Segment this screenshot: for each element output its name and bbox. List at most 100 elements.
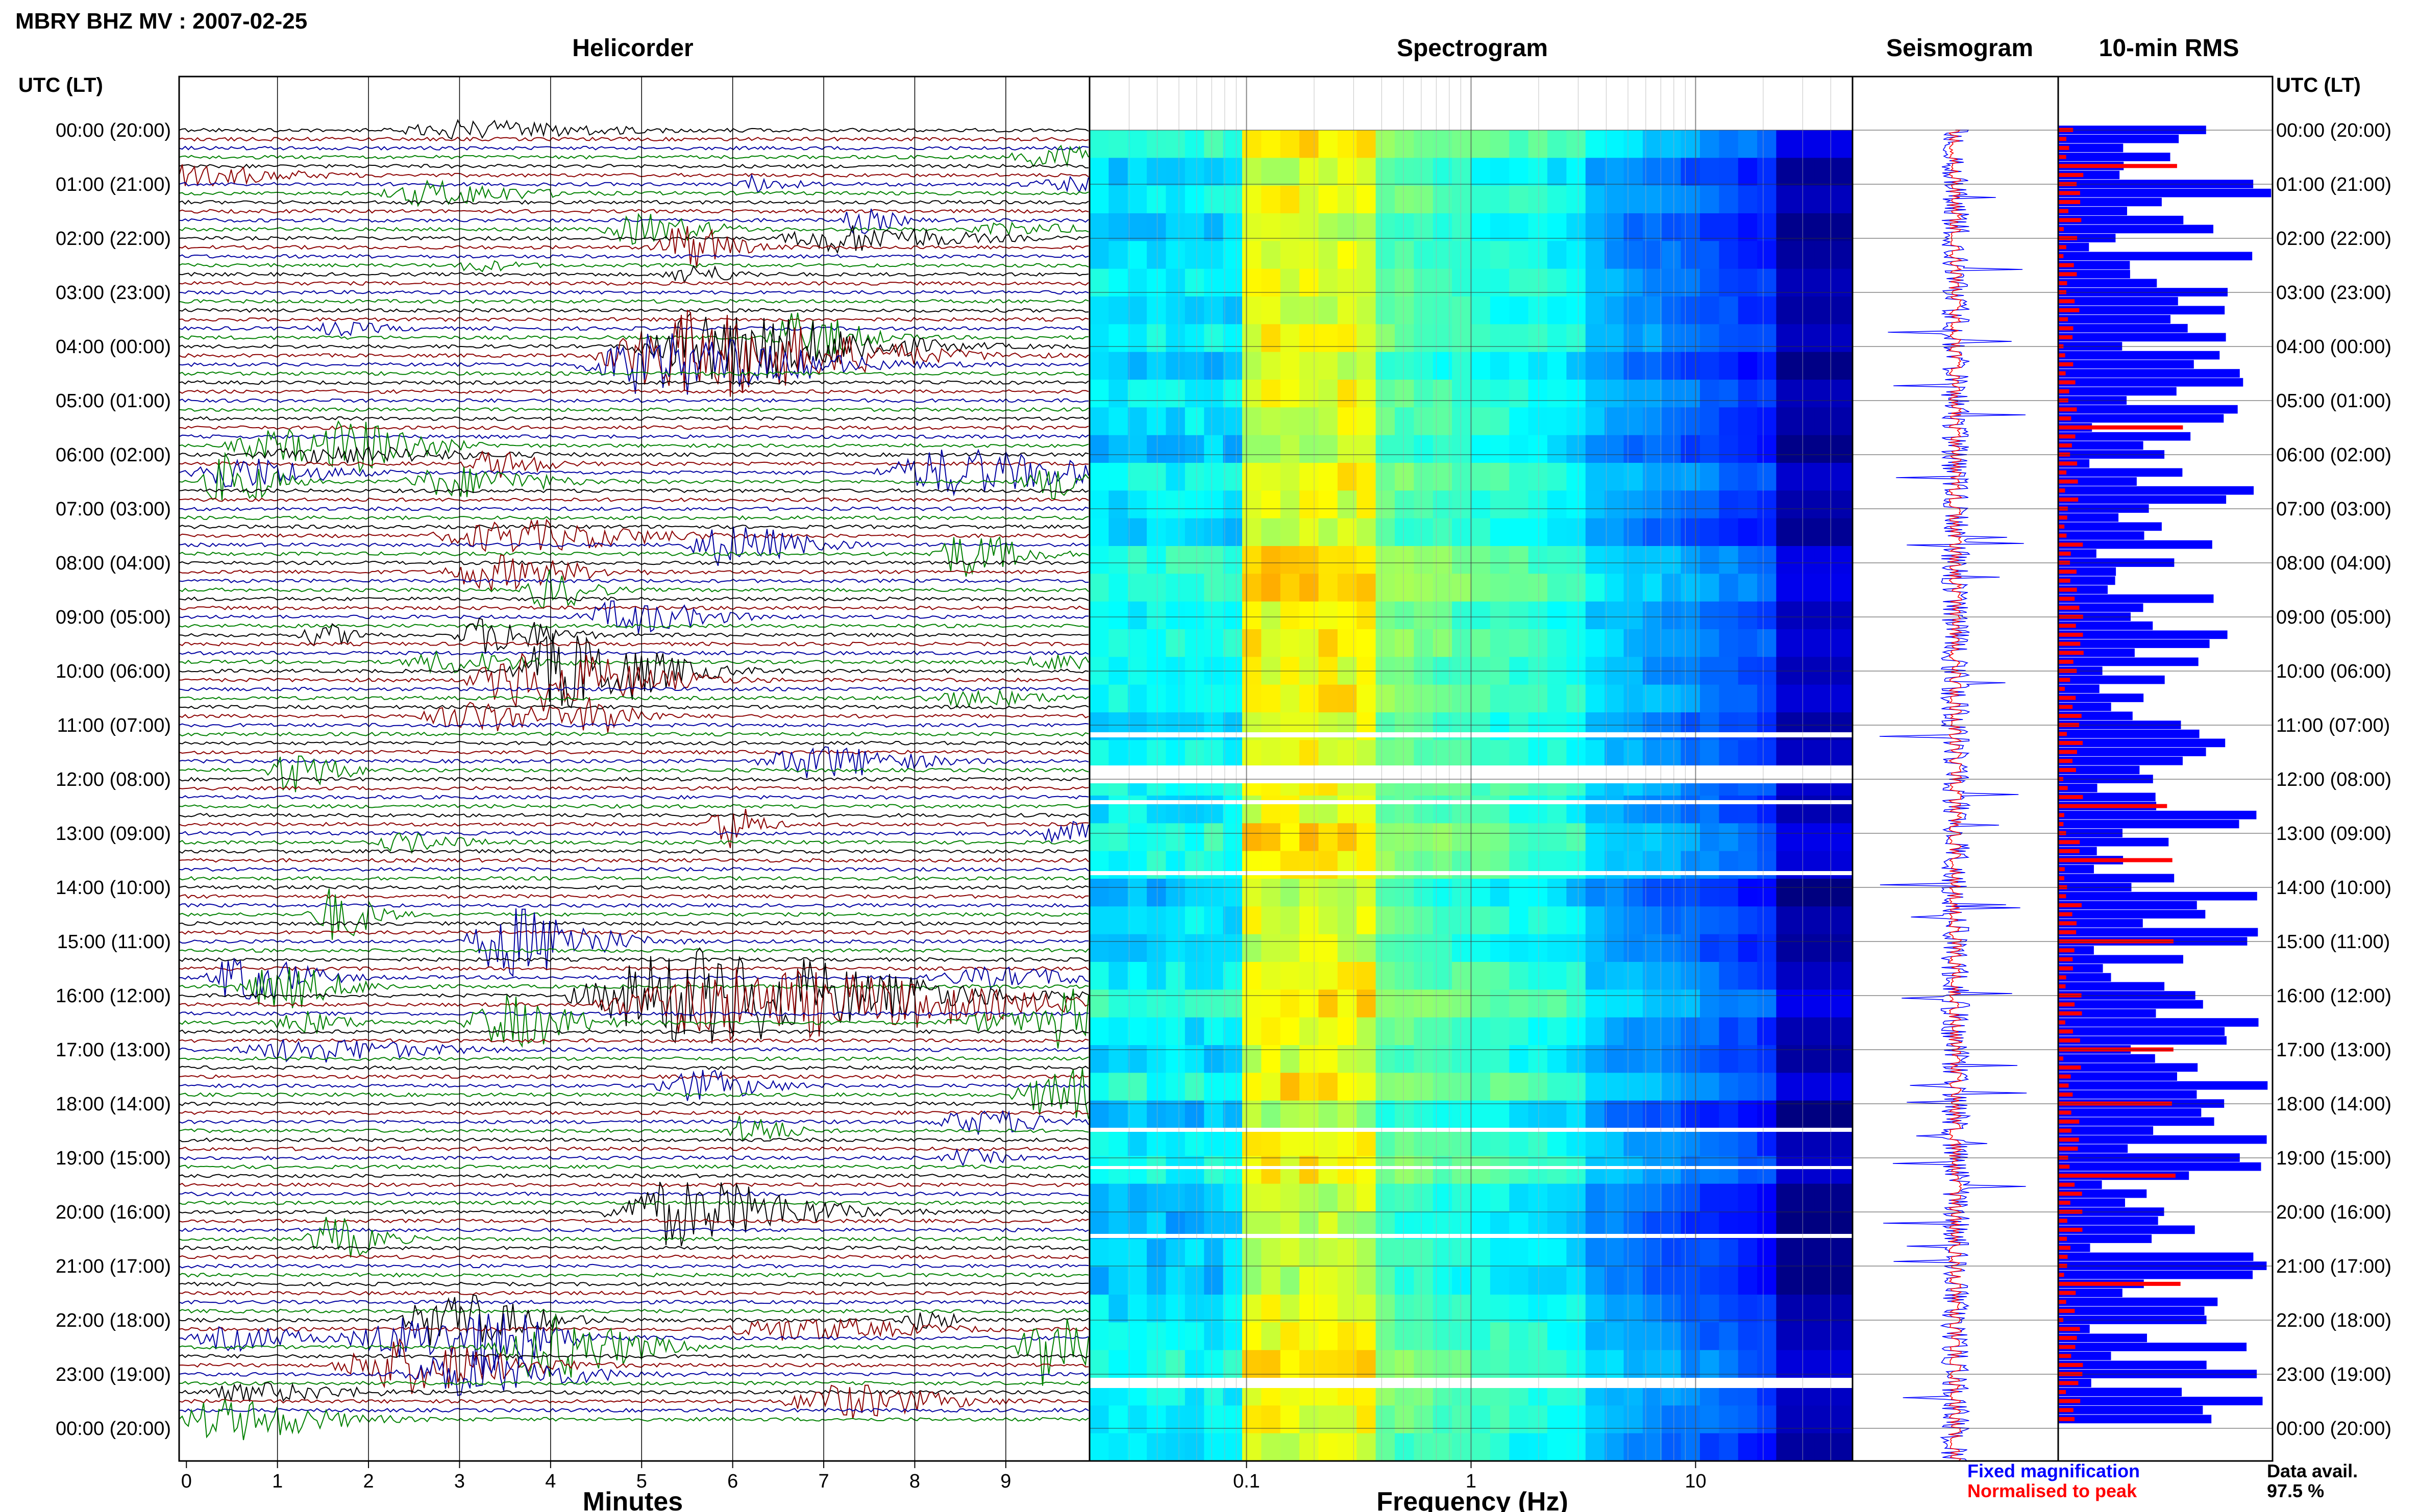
- spectrogram-cell: [1490, 1128, 1510, 1156]
- spectrogram-cell: [1452, 296, 1472, 325]
- spectrogram-cell: [1280, 574, 1300, 602]
- spectrogram-cell: [1280, 1100, 1300, 1129]
- rms-bar-fixed: [2058, 1415, 2212, 1424]
- spectrogram-cell: [1681, 601, 1700, 630]
- spectrogram-cell: [1719, 879, 1739, 907]
- time-tick-left: 02:00 (22:00): [56, 228, 171, 250]
- spectrogram-cell: [1166, 1156, 1186, 1184]
- spectrogram-cell: [1090, 1100, 1109, 1129]
- spectrogram-cell: [1452, 629, 1472, 657]
- spectrogram-cell: [1242, 1295, 1262, 1323]
- spectrogram-cell: [1184, 879, 1205, 907]
- rms-bar-normalised: [2058, 1182, 2075, 1187]
- spectrogram-cell: [1280, 296, 1300, 325]
- helicorder-trace: [179, 1354, 1089, 1359]
- spectrogram-cell: [1223, 130, 1243, 158]
- rms-bar-normalised: [2058, 137, 2066, 141]
- spectrogram-cell: [1681, 684, 1700, 713]
- spectrogram-cell: [1147, 1433, 1167, 1461]
- rms-bar-normalised: [2058, 1219, 2067, 1223]
- spectrogram-cell: [1700, 158, 1720, 186]
- spectrogram-cell: [1108, 934, 1128, 962]
- spectrogram-cell: [1566, 629, 1586, 657]
- spectrogram-cell: [1299, 1017, 1319, 1046]
- spectrogram-cell: [1356, 1350, 1376, 1378]
- spectrogram-cell: [1509, 296, 1529, 325]
- rms-bar-normalised: [2058, 1173, 2176, 1178]
- spectrogram-cell: [1395, 1073, 1415, 1101]
- spectrogram-cell: [1605, 546, 1624, 574]
- helicorder-trace: [179, 755, 1089, 792]
- spectrogram-cell: [1566, 1239, 1586, 1268]
- spectrogram-cell: [1337, 296, 1357, 325]
- spectrogram-cell: [1318, 1267, 1338, 1295]
- spectrogram-cell: [1147, 241, 1167, 269]
- helicorder-trace: [179, 407, 1089, 412]
- spectrogram-cell: [1414, 574, 1434, 602]
- rms-bar-fixed: [2058, 1054, 2155, 1063]
- spectrogram-cell: [1280, 241, 1300, 269]
- spectrogram-cell: [1605, 241, 1624, 269]
- spectrogram-cell: [1242, 1350, 1262, 1378]
- spectrogram-cell: [1605, 629, 1624, 657]
- spectrogram-cell: [1242, 1183, 1262, 1212]
- spectrogram-cell: [1623, 1017, 1643, 1046]
- spectrogram-cell: [1395, 629, 1415, 657]
- spectrogram-cell: [1566, 435, 1586, 463]
- spectrogram-cell: [1528, 906, 1548, 935]
- helicorder-trace: [179, 452, 1089, 501]
- spectrogram-cell: [1681, 463, 1700, 491]
- spectrogram-cell: [1471, 629, 1491, 657]
- spectrogram-cell: [1509, 490, 1529, 519]
- spectrogram-cell: [1108, 1239, 1128, 1268]
- spectrogram-cell: [1566, 241, 1586, 269]
- rms-bar-normalised: [2058, 172, 2084, 177]
- spectrogram-cell: [1280, 684, 1300, 713]
- spectrogram-cell: [1242, 463, 1262, 491]
- spectrogram-cell: [1700, 1100, 1720, 1129]
- spectrogram-cell: [1395, 823, 1415, 852]
- spectrogram-cell: [1356, 740, 1376, 769]
- spectrogram-cell: [1261, 1128, 1281, 1156]
- spectrogram-cell: [1299, 407, 1319, 436]
- helicorder-trace: [179, 1056, 1089, 1061]
- helicorder-trace: [179, 308, 1089, 313]
- spectrogram-cell: [1127, 490, 1147, 519]
- spectrogram-cell: [1738, 1322, 1758, 1351]
- spectrogram-cell: [1337, 740, 1357, 769]
- spectrogram-cell: [1166, 823, 1186, 852]
- helicorder-trace: [179, 1065, 1089, 1071]
- spectrogram-cell: [1795, 796, 1815, 824]
- spectrogram-cell: [1623, 684, 1643, 713]
- spectrogram-cell: [1223, 352, 1243, 380]
- rms-bar-normalised: [2058, 840, 2080, 845]
- spectrogram-cell: [1299, 490, 1319, 519]
- rms-bar-normalised: [2058, 551, 2071, 556]
- spectrogram-cell: [1184, 601, 1205, 630]
- spectrogram-cell: [1509, 1073, 1529, 1101]
- spectrogram-cell: [1414, 1100, 1434, 1129]
- rms-bar-fixed: [2058, 576, 2115, 585]
- spectrogram-cell: [1566, 601, 1586, 630]
- spectrogram-cell: [1414, 518, 1434, 547]
- spectrogram-cell: [1700, 1433, 1720, 1461]
- helicorder-trace: [179, 804, 1089, 809]
- spectrogram-cell: [1242, 490, 1262, 519]
- spectrogram-cell: [1223, 906, 1243, 935]
- spectrogram-cell: [1509, 546, 1529, 574]
- spectrogram-cell: [1700, 380, 1720, 408]
- spectrogram-cell: [1662, 1295, 1682, 1323]
- rms-bar-fixed: [2058, 296, 2178, 306]
- rms-bar-normalised: [2058, 227, 2064, 231]
- spectrogram-cell: [1204, 1322, 1224, 1351]
- spectrogram-cell: [1395, 906, 1415, 935]
- spectrogram-cell: [1127, 989, 1147, 1018]
- spectrogram-cell: [1184, 989, 1205, 1018]
- spectrogram-cell: [1414, 684, 1434, 713]
- spectrogram-cell: [1184, 796, 1205, 824]
- rms-bar-normalised: [2058, 740, 2083, 745]
- spectrogram-cell: [1299, 1045, 1319, 1073]
- spectrogram-cell: [1566, 1322, 1586, 1351]
- spectrogram-cell: [1585, 879, 1605, 907]
- spectrogram-cell: [1776, 796, 1796, 824]
